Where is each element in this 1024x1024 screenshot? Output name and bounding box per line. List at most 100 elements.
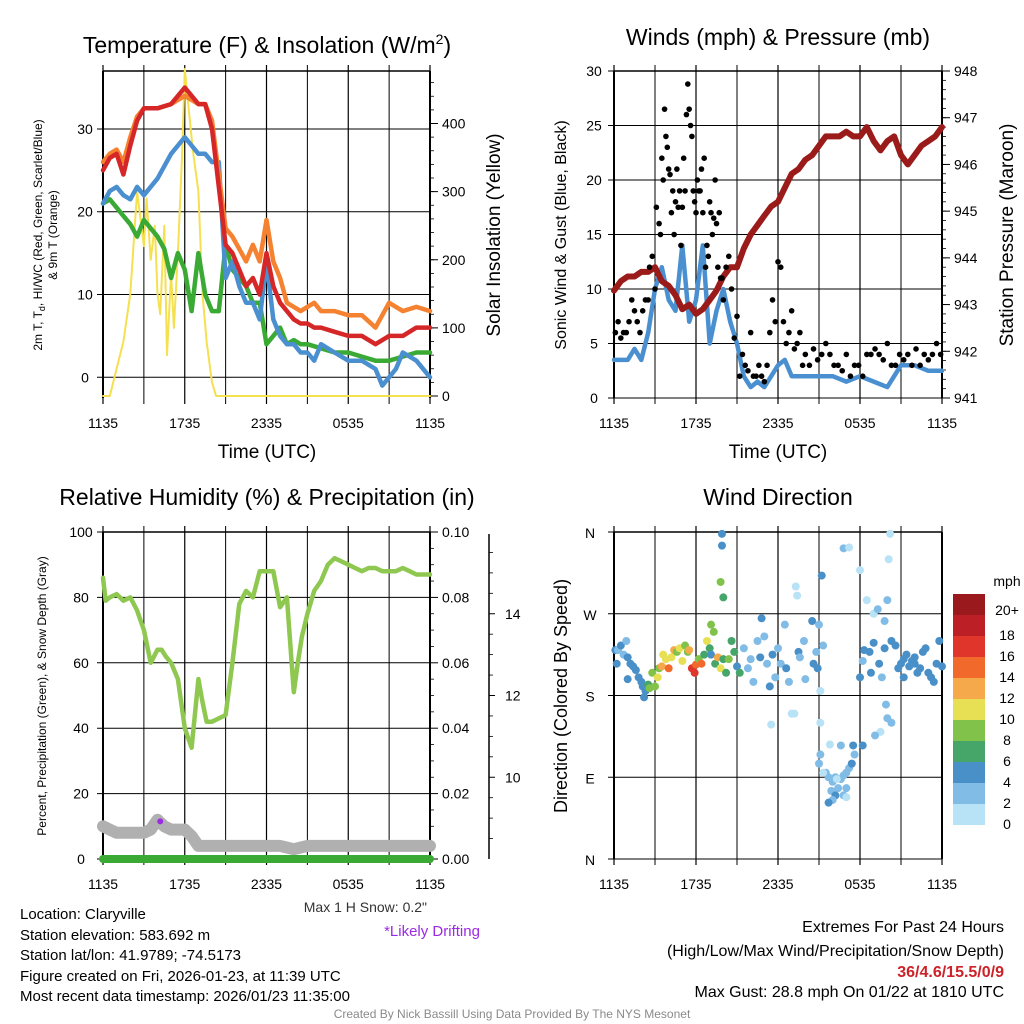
direction-point bbox=[842, 784, 851, 793]
gust-point bbox=[716, 209, 723, 216]
direction-point bbox=[842, 793, 851, 802]
direction-point bbox=[866, 668, 875, 677]
gust-point bbox=[742, 362, 748, 369]
direction-point bbox=[884, 555, 893, 564]
extremes-title: Extremes For Past 24 Hours bbox=[802, 919, 1004, 936]
direction-point bbox=[763, 659, 772, 668]
y2-tick-label: 0.00 bbox=[442, 851, 469, 867]
gust-point bbox=[671, 231, 677, 238]
y2-axis-label: Solar Insolation (Yellow) bbox=[484, 133, 505, 336]
y-tick-label: S bbox=[585, 689, 594, 705]
colorbar-swatch bbox=[953, 657, 985, 678]
direction-point bbox=[631, 666, 640, 675]
gust-point bbox=[731, 335, 738, 341]
direction-point bbox=[707, 650, 716, 659]
gust-point bbox=[661, 106, 668, 112]
y-tick-label: N bbox=[585, 525, 595, 541]
direction-point bbox=[938, 662, 946, 671]
station-info: Location: Claryville Station elevation: … bbox=[20, 905, 350, 1008]
gust-point bbox=[921, 351, 928, 358]
direction-point bbox=[816, 718, 825, 727]
colorbar-label: 10 bbox=[999, 711, 1015, 727]
direction-point bbox=[910, 659, 919, 668]
direction-point bbox=[705, 644, 714, 653]
y3-tick-label: 10 bbox=[505, 769, 521, 785]
gust-point bbox=[697, 188, 703, 194]
direction-point bbox=[651, 682, 659, 691]
gust-point bbox=[831, 362, 837, 369]
x-tick-label: 2335 bbox=[251, 415, 282, 431]
series-line-solar-insolation bbox=[102, 68, 431, 397]
direction-point bbox=[873, 605, 882, 614]
x-tick-label: 0535 bbox=[844, 876, 875, 892]
direction-point bbox=[813, 664, 822, 673]
location-text: Location: Claryville bbox=[20, 906, 146, 923]
gust-point bbox=[663, 133, 669, 140]
direction-point bbox=[753, 637, 762, 645]
y2-tick-label: 200 bbox=[442, 252, 466, 268]
y2-tick-label: 946 bbox=[954, 156, 978, 172]
y2-tick-label: 0.06 bbox=[442, 655, 469, 671]
credit-text: Created By Nick Bassill Using Data Provi… bbox=[333, 1007, 691, 1021]
gust-point bbox=[637, 329, 643, 336]
direction-point bbox=[790, 709, 799, 718]
direction-point bbox=[921, 644, 930, 653]
direction-point bbox=[869, 638, 878, 647]
series-line-relative-humidity bbox=[100, 555, 433, 751]
gust-point bbox=[690, 188, 697, 194]
direction-point bbox=[653, 673, 662, 682]
gust-point bbox=[761, 378, 768, 385]
chart-title: Wind Direction bbox=[703, 484, 853, 510]
gust-point bbox=[615, 318, 621, 325]
y-tick-label: 10 bbox=[77, 287, 93, 303]
gust-point bbox=[823, 340, 829, 347]
x-tick-label: 0535 bbox=[333, 876, 364, 892]
direction-point bbox=[776, 659, 785, 668]
x-tick-label: 0535 bbox=[333, 415, 364, 431]
gust-point bbox=[623, 329, 630, 336]
gust-point bbox=[753, 373, 759, 380]
direction-point bbox=[856, 673, 864, 682]
direction-point bbox=[760, 632, 769, 641]
gust-point bbox=[880, 357, 887, 363]
gust-point bbox=[872, 346, 878, 352]
gust-point bbox=[634, 318, 641, 325]
y-tick-label: 20 bbox=[73, 786, 89, 802]
gust-point bbox=[814, 357, 821, 363]
direction-point bbox=[815, 759, 823, 768]
direction-point bbox=[616, 641, 625, 650]
gust-point bbox=[772, 318, 779, 325]
direction-point bbox=[685, 646, 694, 655]
gust-point bbox=[628, 297, 635, 303]
direction-point bbox=[850, 750, 859, 759]
y2-tick-label: 0.10 bbox=[442, 524, 469, 540]
x-axis-label: Time (UTC) bbox=[218, 442, 317, 463]
direction-point bbox=[801, 675, 810, 684]
gust-point bbox=[758, 373, 765, 380]
x-tick-label: 1735 bbox=[680, 415, 711, 431]
direction-point bbox=[765, 682, 774, 691]
direction-point bbox=[756, 653, 765, 662]
direction-point bbox=[795, 653, 804, 662]
y-axis-label-line2: & 9m T (Orange) bbox=[46, 190, 60, 280]
x-tick-label: 1735 bbox=[169, 415, 200, 431]
gust-point bbox=[775, 258, 781, 265]
gust-point bbox=[929, 351, 936, 358]
gust-point bbox=[700, 209, 706, 216]
gust-point bbox=[698, 166, 705, 172]
direction-point bbox=[816, 750, 825, 759]
direction-point bbox=[815, 620, 823, 629]
colorbar-label: 14 bbox=[999, 669, 1015, 685]
gust-point bbox=[851, 362, 858, 369]
direction-point bbox=[825, 740, 834, 749]
gust-point bbox=[639, 308, 646, 314]
gust-point bbox=[719, 275, 725, 281]
colorbar-label: 0 bbox=[1003, 816, 1011, 832]
gust-point bbox=[806, 362, 813, 369]
direction-point bbox=[791, 582, 800, 591]
direction-point bbox=[623, 675, 632, 684]
y-tick-label: 5 bbox=[590, 336, 598, 352]
gust-point bbox=[786, 329, 792, 336]
direction-point bbox=[784, 677, 793, 686]
y2-tick-label: 948 bbox=[954, 63, 978, 79]
